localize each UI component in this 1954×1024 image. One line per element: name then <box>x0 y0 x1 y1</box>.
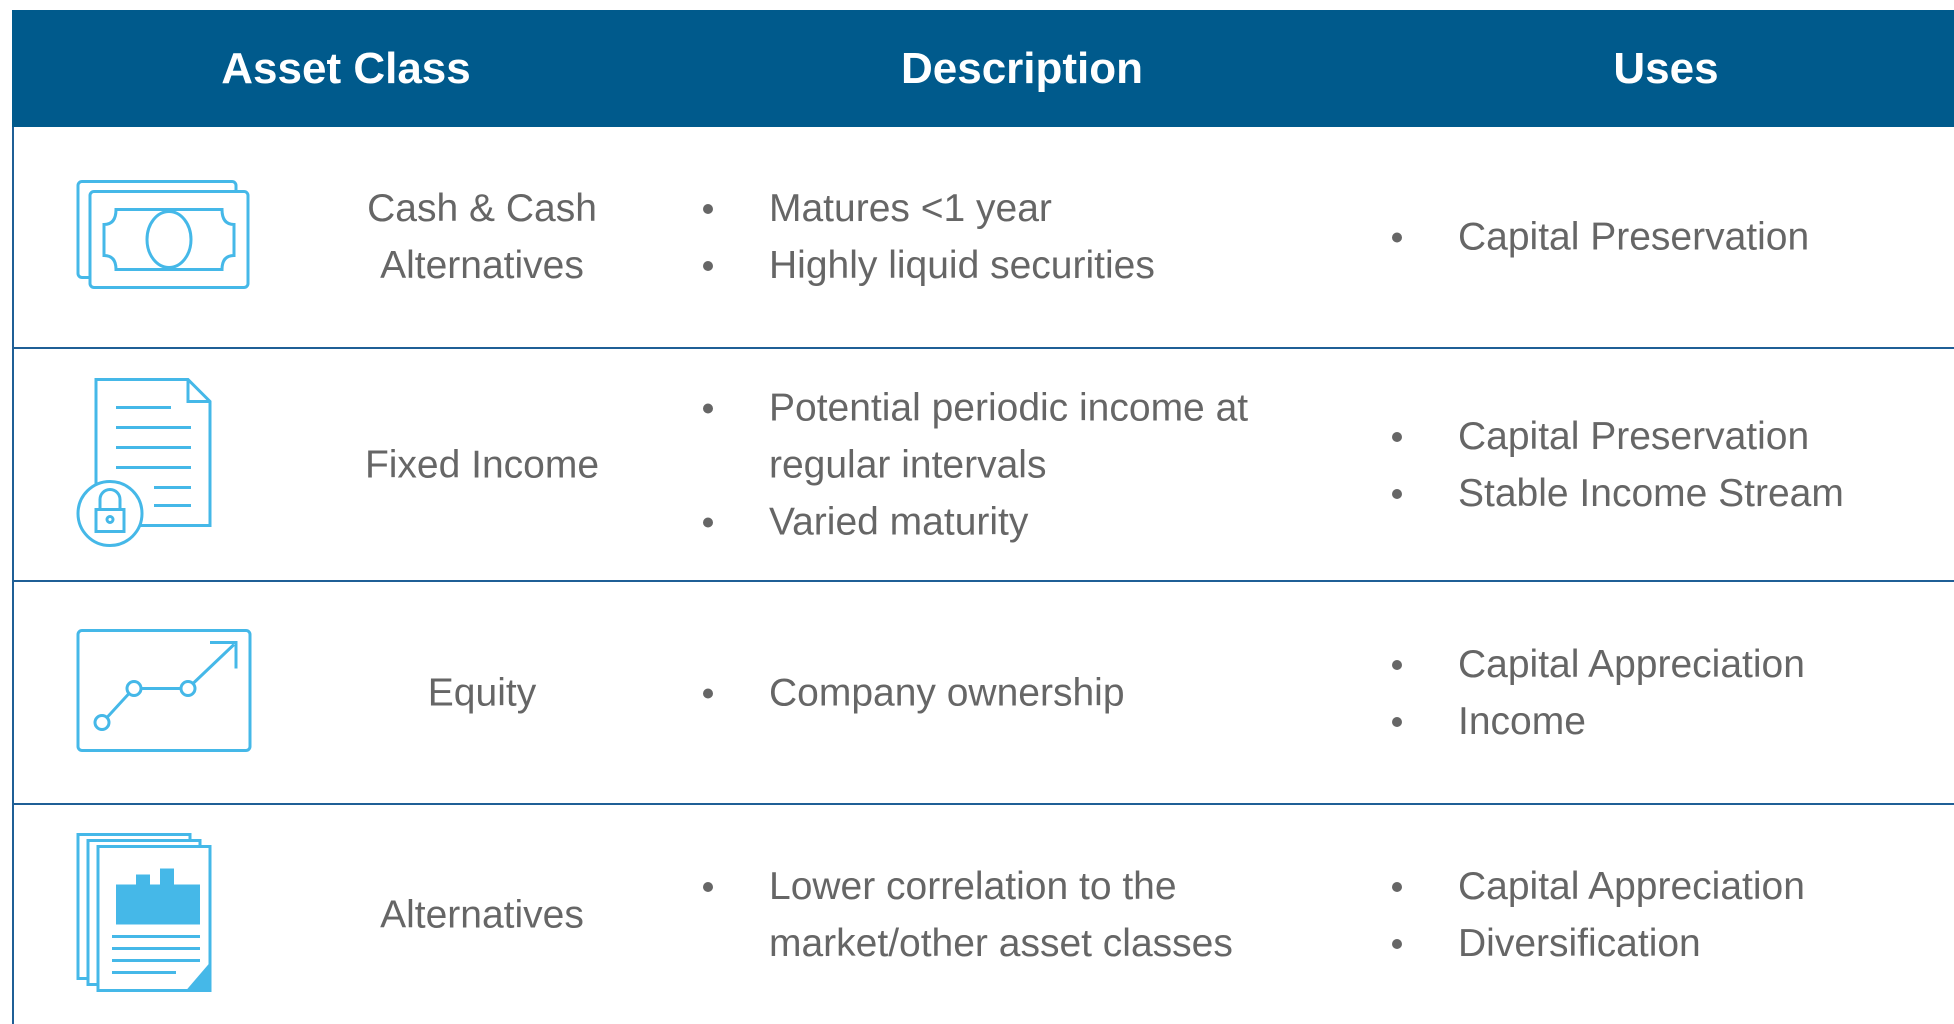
bullet-text: Income <box>1458 699 1586 743</box>
bullet <box>703 204 713 214</box>
bullet-item: Matures <1 year <box>703 180 1353 237</box>
uses-list: Capital Appreciation Diversification <box>1392 858 1952 972</box>
asset-class: Alternatives <box>380 893 584 936</box>
bullet-text: Capital Appreciation <box>1458 864 1805 908</box>
bullet-item: Capital Preservation <box>1392 209 1952 266</box>
bullet-item: Income <box>1392 693 1952 750</box>
bullet-text: Capital Appreciation <box>1458 642 1805 686</box>
bullet <box>703 881 713 892</box>
uses-list: Capital Preservation <box>1392 209 1952 266</box>
bullet-item: Company ownership <box>703 664 1353 721</box>
bullet-text: Capital Preservation <box>1458 215 1810 259</box>
bullet <box>1392 881 1402 892</box>
bullet-text: Varied maturity <box>769 500 1029 543</box>
column-header: Asset Class <box>221 44 471 93</box>
description-list: Potential periodic income at regular int… <box>703 379 1353 550</box>
table-row: Fixed Income Potential periodic income at… <box>12 349 1954 582</box>
bullet-text: Capital Preservation <box>1458 414 1810 458</box>
table-row: Alternatives Lower correlation to the mar… <box>12 805 1954 1024</box>
column-header: Uses <box>1613 44 1719 93</box>
table-header: Asset Class Description Uses <box>12 10 1954 127</box>
bullet-item: Potential periodic income at regular int… <box>703 379 1353 493</box>
bullet <box>1392 716 1402 727</box>
uses-list: Capital Preservation Stable Income Stream <box>1392 408 1952 522</box>
bullet <box>703 261 713 271</box>
bullet-text: Matures <1 year <box>769 187 1052 230</box>
bullet-text: Company ownership <box>769 671 1125 714</box>
bullet-text: Lower correlation to the market/other as… <box>769 864 1233 965</box>
asset-class: Cash & Cash Alternatives <box>367 187 597 287</box>
bullet-text: Potential periodic income at regular int… <box>769 386 1249 486</box>
column-header: Description <box>900 44 1144 93</box>
uses-list: Capital Appreciation Income <box>1392 636 1952 750</box>
table-row: Equity Company ownership Capital Appreciat… <box>12 582 1954 805</box>
bullet-item: Capital Preservation <box>1392 408 1952 465</box>
description-list: Company ownership <box>703 664 1353 721</box>
bullet-item: Capital Appreciation <box>1392 858 1952 915</box>
bullet-item: Capital Appreciation <box>1392 636 1952 693</box>
bullet-item: Highly liquid securities <box>703 237 1353 294</box>
table-border <box>12 127 14 1024</box>
asset-icon <box>76 377 216 552</box>
bullet <box>703 403 713 413</box>
table-row: Cash & Cash Alternatives Matures <1 year H… <box>12 127 1954 349</box>
description-list: Matures <1 year Highly liquid securities <box>703 180 1353 294</box>
bullet <box>1392 938 1402 949</box>
asset-class: Fixed Income <box>364 443 600 486</box>
bullet <box>1392 488 1402 499</box>
bullet-text: Diversification <box>1458 921 1701 965</box>
bullet <box>703 688 713 698</box>
bullet-text: Stable Income Stream <box>1458 471 1844 515</box>
bullet-text: Highly liquid securities <box>769 244 1155 287</box>
bullet-item: Stable Income Stream <box>1392 465 1952 522</box>
asset-icon <box>76 180 252 295</box>
asset-icon <box>76 832 216 997</box>
bullet-item: Diversification <box>1392 915 1952 972</box>
asset-class: Equity <box>427 671 537 714</box>
bullet <box>703 517 713 527</box>
bullet <box>1392 232 1402 243</box>
bullet-item: Varied maturity <box>703 493 1353 550</box>
bullet-item: Lower correlation to the market/other as… <box>703 858 1353 972</box>
asset-icon <box>76 628 252 757</box>
bullet <box>1392 659 1402 670</box>
bullet <box>1392 431 1402 442</box>
description-list: Lower correlation to the market/other as… <box>703 858 1353 972</box>
